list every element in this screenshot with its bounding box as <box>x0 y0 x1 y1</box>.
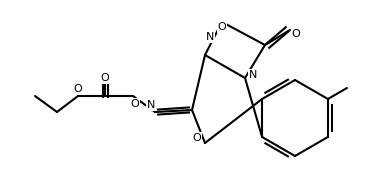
Text: O: O <box>131 99 139 109</box>
Text: N: N <box>147 100 155 110</box>
Text: O: O <box>292 29 300 39</box>
Text: O: O <box>74 84 82 94</box>
Text: O: O <box>218 22 227 32</box>
Text: O: O <box>101 73 109 83</box>
Text: N: N <box>249 70 257 80</box>
Text: O: O <box>193 133 201 143</box>
Text: N: N <box>206 32 214 42</box>
